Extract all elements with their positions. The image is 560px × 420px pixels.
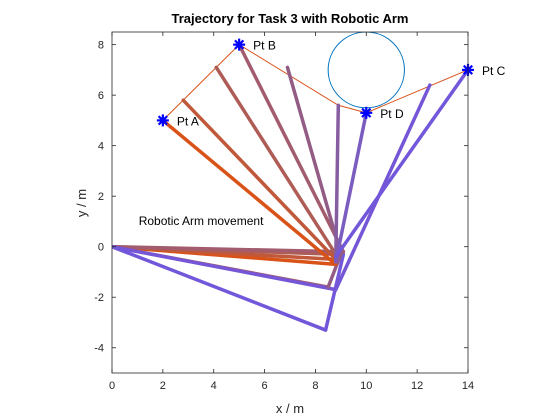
y-tick-label: -4: [94, 343, 104, 355]
x-tick-label: 2: [160, 380, 166, 392]
point-label-pt-a: Pt A: [177, 114, 199, 128]
y-axis-label: y / m: [74, 189, 89, 217]
y-tick-label: 8: [98, 40, 104, 52]
arm-forearm-link-1: [181, 98, 338, 262]
x-tick-label: 8: [312, 380, 318, 392]
arm-forearm-link-6: [334, 111, 369, 264]
arm-extra-link-0: [323, 252, 346, 332]
chart-title: Trajectory for Task 3 with Robotic Arm: [172, 11, 409, 26]
arm-upper-link-6: [112, 244, 328, 332]
point-marker-pt-d: [360, 106, 373, 119]
x-tick-label: 0: [109, 380, 115, 392]
y-tick-label: 0: [98, 242, 104, 254]
x-tick-label: 4: [211, 380, 217, 392]
arm-upper-link-5: [112, 244, 338, 292]
marker-core: [159, 117, 166, 124]
arm-forearm-link-3: [237, 42, 346, 254]
arm-annotation: Robotic Arm movement: [139, 214, 264, 228]
marker-core: [363, 109, 370, 116]
marker-core: [236, 41, 243, 48]
arm-forearm-link-8: [334, 68, 468, 259]
plot-content: [112, 32, 468, 332]
arm-forearm-link-2: [214, 65, 338, 257]
x-tick-label: 14: [462, 380, 474, 392]
y-tick-label: 4: [98, 141, 104, 153]
x-axis-label: x / m: [276, 401, 304, 416]
axes-box: [111, 31, 469, 374]
x-tick-label: 10: [360, 380, 372, 392]
arm-forearm-link-5: [334, 103, 341, 262]
point-label-pt-c: Pt C: [482, 64, 506, 78]
point-label-pt-d: Pt D: [380, 107, 404, 121]
arm-upper-link-3: [112, 244, 346, 254]
x-tick-label: 12: [411, 380, 423, 392]
x-tick-label: 6: [262, 380, 268, 392]
point-label-pt-b: Pt B: [253, 39, 276, 53]
y-tick-label: 6: [98, 90, 104, 102]
y-tick-label: 2: [98, 191, 104, 203]
arm-forearm-link-4: [285, 65, 343, 257]
arm-forearm-link-0: [161, 118, 338, 267]
point-marker-pt-b: [233, 38, 246, 51]
arm-extra-link-1: [326, 252, 343, 289]
plot-area: Pt A Pt B Pt D Pt C Robotic Arm movement 0 2 4 6…: [94, 31, 506, 392]
point-marker-pt-a: [156, 114, 169, 127]
y-tick-label: -2: [94, 292, 104, 304]
